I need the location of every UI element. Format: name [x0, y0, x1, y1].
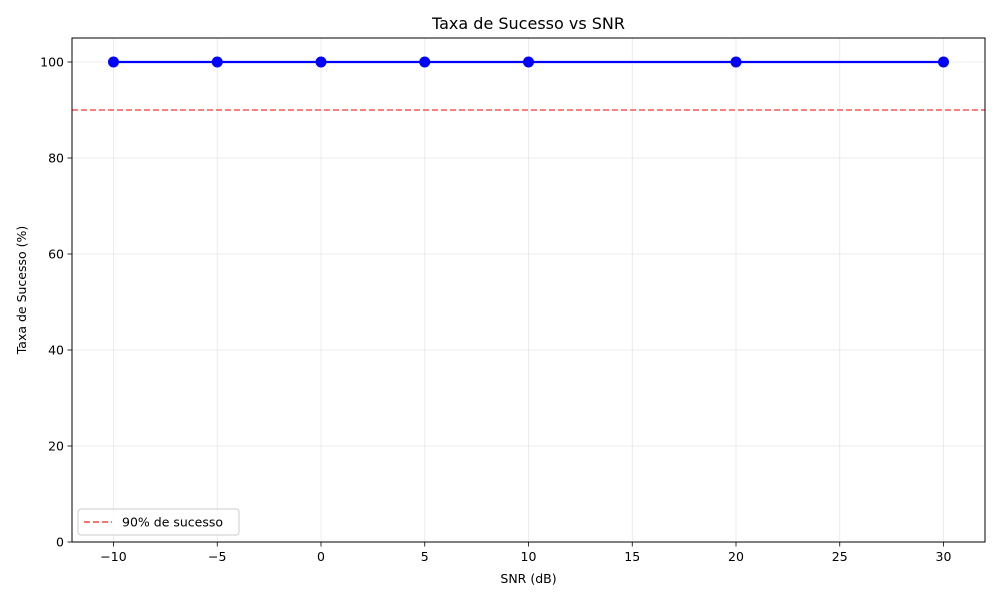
y-axis-title: Taxa de Sucesso (%) [14, 226, 29, 356]
x-tick-label: 5 [421, 549, 429, 564]
y-axis: 0 20 40 60 80 100 [40, 55, 72, 550]
data-point [211, 56, 223, 68]
series [108, 56, 949, 68]
data-point [315, 56, 327, 68]
y-tick-label: 20 [48, 439, 64, 454]
x-tick-label: 25 [832, 549, 848, 564]
x-axis: −10 −5 0 5 10 15 20 25 30 [100, 542, 951, 564]
legend-label: 90% de sucesso [122, 515, 223, 530]
data-point [419, 56, 431, 68]
y-tick-label: 100 [40, 55, 64, 70]
data-point [523, 56, 534, 68]
data-point [938, 56, 949, 68]
legend-box [77, 508, 240, 536]
data-point [108, 56, 119, 68]
x-tick-label: 15 [624, 549, 640, 564]
y-tick-label: 0 [56, 535, 64, 550]
x-tick-label: −5 [208, 549, 226, 564]
legend: 90% de sucesso [77, 508, 240, 536]
x-tick-label: −10 [100, 549, 126, 564]
y-tick-label: 40 [48, 343, 64, 358]
data-point [730, 56, 742, 68]
y-tick-label: 80 [48, 151, 64, 166]
y-tick-label: 60 [48, 247, 64, 262]
x-tick-label: 10 [521, 549, 537, 564]
x-axis-title: SNR (dB) [500, 571, 556, 586]
chart-title: Taxa de Sucesso vs SNR [431, 14, 625, 33]
x-tick-label: 30 [936, 549, 952, 564]
x-tick-label: 0 [317, 549, 325, 564]
x-tick-label: 20 [728, 549, 744, 564]
